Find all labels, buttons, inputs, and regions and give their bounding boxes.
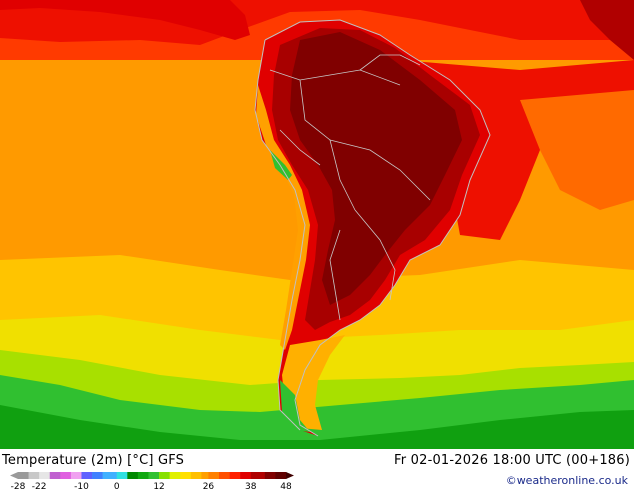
legend-swatch (116, 472, 128, 479)
legend-swatch (275, 472, 287, 479)
legend-swatch (219, 472, 230, 479)
legend-swatch (81, 472, 93, 479)
legend-swatch (201, 472, 209, 479)
map-footer: Temperature (2m) [°C] GFS Fr 02-01-2026 … (0, 449, 634, 490)
coastline (264, 19, 491, 437)
legend-swatch (190, 472, 202, 479)
legend-swatch (70, 472, 82, 479)
temperature-map (0, 0, 634, 449)
legend-tick-label: 38 (245, 482, 257, 490)
andes-green-patch (270, 150, 292, 180)
legend-tick-label: 48 (280, 482, 292, 490)
legend-swatch (18, 472, 29, 479)
legend-swatch (264, 472, 276, 479)
legend-swatch (208, 472, 220, 479)
legend-swatch (180, 472, 192, 479)
legend-tick-label: 26 (203, 482, 215, 490)
valid-time: Fr 02-01-2026 18:00 UTC (00+186) (394, 453, 630, 468)
legend-swatch (28, 472, 40, 479)
color-legend: -28 -22 -10 0 12 26 38 48 (10, 471, 294, 490)
legend-tick-label: -10 (74, 482, 89, 490)
legend-swatch (92, 472, 103, 479)
legend-tick-label: -22 (32, 482, 47, 490)
central-america (0, 0, 250, 40)
map-canvas (0, 0, 634, 449)
legend-colorbar: -28 -22 -10 0 12 26 38 48 (10, 472, 294, 490)
legend-tick-label: 12 (153, 482, 164, 490)
legend-swatch (39, 472, 51, 479)
patagonia-green (280, 380, 310, 432)
continent-core (290, 32, 462, 305)
andes-cool-strip (256, 85, 310, 350)
legend-swatch (169, 472, 181, 479)
map-title: Temperature (2m) [°C] GFS (2, 453, 185, 468)
coastline-west (254, 39, 306, 431)
southern-darkgreen-band (0, 405, 634, 449)
legend-swatch (229, 472, 241, 479)
patagonia-region (282, 335, 345, 430)
legend-swatch (159, 472, 170, 479)
country-borders (269, 54, 431, 321)
atlantic-orange-region (520, 90, 634, 210)
africa-edge (580, 0, 634, 60)
legend-tick-label: 0 (114, 482, 120, 490)
legend-swatch (102, 472, 118, 479)
legend-tick-label: -28 (11, 482, 26, 490)
site-credit[interactable]: ©weatheronline.co.uk (505, 474, 628, 487)
legend-max-arrow (286, 472, 294, 479)
legend-swatch (60, 472, 72, 479)
legend-swatch (250, 472, 266, 479)
legend-swatch (240, 472, 252, 479)
legend-swatch (127, 472, 139, 479)
legend-swatch (137, 472, 149, 479)
legend-swatch (148, 472, 160, 479)
legend-min-arrow (10, 472, 18, 479)
legend-swatch (49, 472, 61, 479)
